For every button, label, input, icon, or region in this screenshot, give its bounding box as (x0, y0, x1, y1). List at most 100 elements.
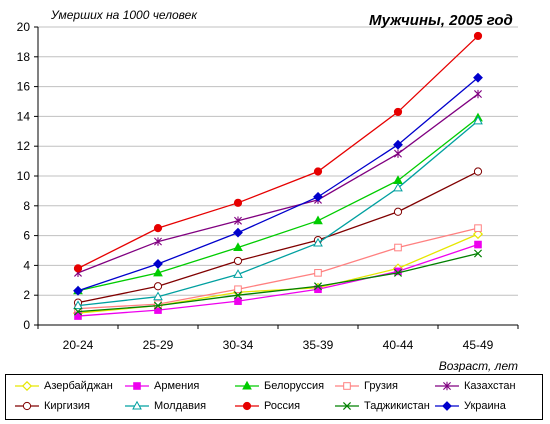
data-point (472, 229, 484, 240)
legend-item: Украина (434, 398, 506, 414)
data-point (153, 301, 163, 310)
series-line (77, 77, 479, 292)
data-point (73, 307, 83, 316)
data-point (474, 240, 482, 249)
y-tick-label: 18 (17, 50, 31, 64)
chart-title: Мужчины, 2005 год (369, 12, 513, 29)
data-point (473, 115, 483, 125)
data-point (74, 312, 82, 320)
legend-item: Грузия (334, 378, 398, 394)
x-tick-label: 40-44 (383, 338, 414, 352)
legend-swatch (235, 380, 259, 390)
series-line (77, 170, 479, 304)
series-9 (73, 249, 483, 316)
series-line (77, 233, 479, 314)
legend-swatch (125, 382, 149, 390)
data-point (473, 249, 483, 258)
x-tick-label: 45-49 (463, 338, 494, 352)
legend-label: Армения (154, 380, 200, 392)
y-tick-label: 4 (23, 258, 30, 272)
y-tick-label: 0 (23, 318, 30, 332)
series-3 (73, 112, 483, 295)
legend-item: Армения (124, 378, 199, 394)
data-point (154, 300, 162, 308)
data-point (233, 256, 243, 266)
legend-label: Таджикистан (364, 400, 430, 412)
legend-swatch (335, 401, 359, 411)
legend-swatch (435, 381, 459, 391)
y-tick-label: 10 (17, 169, 31, 183)
y-axis-label: Умерших на 1000 человек (50, 8, 198, 22)
grid-lines (34, 26, 518, 326)
legend-label: Киргизия (44, 400, 90, 412)
legend-marker (342, 401, 352, 411)
legend-marker (133, 382, 141, 390)
series-line (77, 227, 479, 310)
data-point (153, 259, 163, 269)
x-axis-label: Возраст, лет (439, 359, 518, 372)
data-point (234, 216, 242, 225)
y-tick-label: 2 (23, 288, 30, 302)
legend-marker (22, 401, 32, 411)
series-line (77, 243, 479, 317)
legend: Азербайджан Армения Белоруссия Грузия Казахс… (5, 374, 543, 420)
x-tick-label: 30-34 (223, 338, 254, 352)
legend-swatch (335, 382, 359, 390)
series-line (77, 117, 479, 292)
series-line (77, 120, 479, 307)
data-point (234, 297, 242, 305)
data-point (474, 224, 482, 232)
y-tick-label: 6 (23, 229, 30, 243)
data-point (393, 175, 403, 184)
series-10 (73, 72, 483, 296)
y-tick-label: 20 (17, 20, 31, 34)
data-point (394, 243, 402, 252)
legend-swatch (15, 380, 39, 392)
data-point (154, 237, 162, 246)
data-point (393, 139, 403, 150)
series-5 (74, 89, 482, 278)
legend-item: Таджикистан (334, 398, 430, 414)
x-tick-labels: 20-24 25-29 30-34 35-39 40-44 45-49 (63, 338, 494, 352)
data-point (473, 72, 483, 83)
data-point (313, 191, 323, 202)
chart: 0 2 4 6 8 10 12 14 16 18 20 20-24 25-29 30-34 35-39 40… (17, 8, 519, 372)
series-line (77, 35, 479, 269)
series-6 (73, 167, 483, 307)
data-point (474, 89, 482, 99)
y-tick-label: 16 (17, 80, 31, 94)
data-point (393, 268, 403, 277)
legend-label: Азербайджан (44, 380, 113, 392)
y-tick-label: 14 (17, 109, 31, 123)
legend-swatch (235, 401, 259, 411)
legend-label: Украина (464, 400, 506, 412)
series-1 (72, 229, 484, 319)
data-point (393, 207, 403, 216)
legend-label: Белоруссия (264, 380, 325, 392)
series-line (77, 93, 479, 274)
data-point (73, 285, 83, 296)
legend-swatch (125, 400, 149, 410)
data-point (153, 224, 163, 233)
legend-marker (132, 400, 142, 410)
legend-label: Казахстан (464, 380, 516, 392)
legend-label: Грузия (364, 380, 398, 392)
data-point (153, 267, 163, 277)
legend-marker (242, 380, 252, 390)
data-point (233, 227, 243, 238)
data-point (473, 167, 483, 176)
data-point (233, 269, 243, 278)
data-point (234, 285, 242, 294)
legend-marker (242, 401, 252, 411)
series-line (77, 252, 479, 313)
legend-marker (442, 401, 452, 411)
data-point (233, 291, 243, 300)
legend-marker (21, 380, 33, 392)
y-tick-labels: 0 2 4 6 8 10 12 14 16 18 20 (17, 20, 31, 332)
data-point (394, 149, 402, 158)
data-point (393, 182, 403, 192)
legend-swatch (435, 401, 459, 411)
legend-label: Молдавия (154, 400, 207, 412)
data-point (233, 242, 243, 252)
series-8 (73, 31, 483, 273)
